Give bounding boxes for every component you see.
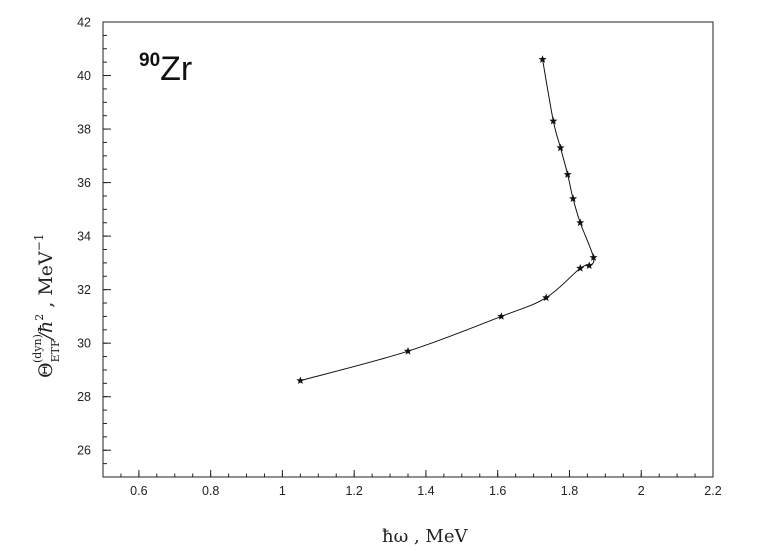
y-label-symbol: Θ bbox=[35, 362, 57, 378]
y-label-power: 2 bbox=[33, 314, 46, 321]
x-tick-label: 1.6 bbox=[489, 484, 506, 498]
y-tick-label: 30 bbox=[77, 337, 91, 351]
data-point-star bbox=[542, 293, 551, 302]
x-tick-label: 1.8 bbox=[561, 484, 578, 498]
y-axis-title: ΘETF/ħ2 , MeV−1 (dyn) bbox=[31, 234, 62, 378]
data-point-star bbox=[404, 347, 412, 355]
data-point-star bbox=[589, 253, 598, 261]
series-markers bbox=[296, 55, 598, 385]
y-label-unit-power: −1 bbox=[32, 234, 46, 252]
x-tick-label: 0.6 bbox=[130, 484, 147, 498]
data-point-star bbox=[296, 376, 305, 385]
y-tick-label: 32 bbox=[77, 283, 91, 297]
series-curve bbox=[300, 59, 595, 382]
plot-frame bbox=[102, 21, 714, 478]
data-point-star bbox=[569, 194, 578, 203]
data-point-star bbox=[563, 170, 572, 178]
data-point-star bbox=[556, 143, 565, 152]
y-tick-label: 34 bbox=[77, 230, 91, 244]
y-tick-label: 40 bbox=[77, 69, 91, 83]
y-label-subscript: ETF bbox=[49, 339, 62, 362]
x-axis-ticks: 0.6 0.8 1 1.2 1.4 1.6 1.8 2 2.2 bbox=[120, 470, 722, 498]
mass-number: 90 bbox=[139, 50, 160, 71]
nucleus-annotation: 90Zr bbox=[139, 50, 192, 88]
data-point-star bbox=[497, 312, 506, 320]
data-point-star bbox=[538, 55, 547, 63]
y-label-rest: /ħ bbox=[35, 321, 57, 342]
y-tick-label: 36 bbox=[77, 176, 91, 190]
y-axis-ticks: 26 28 30 32 34 36 38 40 42 bbox=[77, 16, 111, 465]
y-tick-label: 38 bbox=[77, 123, 91, 137]
data-point-star bbox=[585, 261, 594, 269]
x-axis-title: ħω , MeV bbox=[382, 526, 469, 547]
x-tick-label: 1.2 bbox=[345, 484, 362, 498]
x-tick-label: 2 bbox=[638, 484, 645, 498]
data-point-star bbox=[576, 218, 585, 227]
data-point-star bbox=[576, 264, 585, 272]
element-symbol: Zr bbox=[160, 50, 192, 88]
y-tick-label: 28 bbox=[77, 390, 91, 404]
y-tick-label: 42 bbox=[77, 16, 91, 30]
x-tick-label: 2.2 bbox=[704, 484, 721, 498]
x-tick-label: 1 bbox=[279, 484, 286, 498]
y-label-unit: , MeV bbox=[35, 251, 57, 314]
svg-text:ΘETF/ħ2 , MeV−1: ΘETF/ħ2 , MeV−1 bbox=[32, 234, 62, 378]
data-point-star bbox=[549, 116, 558, 125]
y-tick-label: 26 bbox=[77, 444, 91, 458]
y-label-superscript: (dyn) bbox=[31, 334, 44, 363]
x-tick-label: 1.4 bbox=[417, 484, 434, 498]
x-tick-label: 0.8 bbox=[202, 484, 219, 498]
